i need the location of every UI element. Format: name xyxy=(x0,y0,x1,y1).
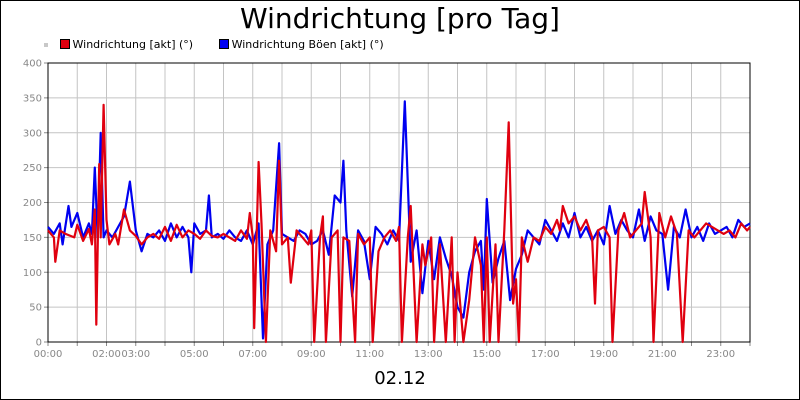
y-tick-label: 250 xyxy=(23,163,42,174)
x-tick-label: 09:00 xyxy=(297,349,326,360)
y-tick-label: 300 xyxy=(23,128,42,139)
legend-label-series-2: Windrichtung Böen [akt] (°) xyxy=(231,38,384,51)
x-tick-label: 23:00 xyxy=(706,349,735,360)
x-tick-label: 21:00 xyxy=(648,349,677,360)
y-tick-label: 0 xyxy=(36,338,42,349)
y-tick-label: 200 xyxy=(23,198,42,209)
legend-marker-icon xyxy=(44,43,48,47)
legend-item-series-2: Windrichtung Böen [akt] (°) xyxy=(218,38,384,51)
y-tick-label: 100 xyxy=(23,268,42,279)
plot-border xyxy=(47,62,751,343)
legend-label-series-1: Windrichtung [akt] (°) xyxy=(72,38,194,51)
legend-item-series-1: Windrichtung [akt] (°) xyxy=(59,38,194,51)
legend: Windrichtung [akt] (°) Windrichtung Böen… xyxy=(44,38,406,51)
legend-swatch-series-1 xyxy=(59,39,70,49)
x-tick-label: 15:00 xyxy=(472,349,501,360)
x-tick-label: 07:00 xyxy=(238,349,267,360)
x-axis-date-label: 02.12 xyxy=(374,368,426,389)
y-tick-label: 350 xyxy=(23,93,42,104)
x-tick-label: 17:00 xyxy=(531,349,560,360)
y-tick-label: 400 xyxy=(23,59,42,70)
x-tick-label: 02:00 xyxy=(92,349,121,360)
y-tick-label: 150 xyxy=(23,233,42,244)
x-tick-label: 05:00 xyxy=(180,349,209,360)
legend-swatch-series-2 xyxy=(218,39,229,49)
series-line-1 xyxy=(47,103,751,344)
x-tick-label: 03:00 xyxy=(121,349,150,360)
x-tick-label: 11:00 xyxy=(355,349,384,360)
y-tick-label: 50 xyxy=(29,303,42,314)
chart-title: Windrichtung [pro Tag] xyxy=(240,2,560,35)
x-tick-label: 19:00 xyxy=(589,349,618,360)
x-tick-label: 13:00 xyxy=(414,349,443,360)
x-tick-label: 00:00 xyxy=(34,349,63,360)
